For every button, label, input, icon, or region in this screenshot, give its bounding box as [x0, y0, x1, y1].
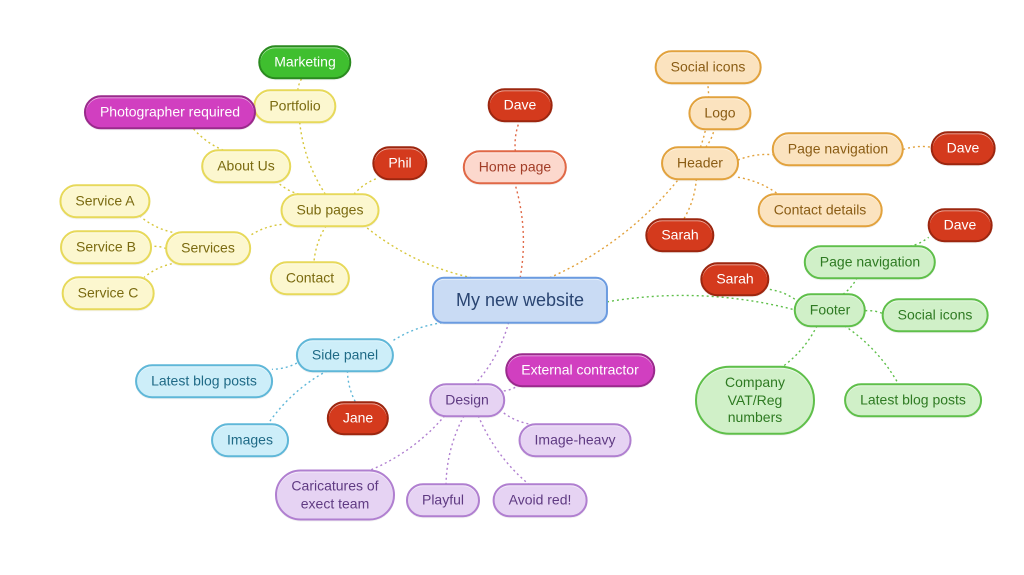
node-companyvat[interactable]: Company VAT/Reg numbers	[695, 366, 815, 435]
node-portfolio[interactable]: Portfolio	[253, 89, 336, 123]
node-dave1[interactable]: Dave	[488, 88, 553, 122]
node-homepage[interactable]: Home page	[463, 150, 567, 184]
node-imageheavy[interactable]: Image-heavy	[519, 423, 632, 457]
node-sidepanel[interactable]: Side panel	[296, 338, 394, 372]
edge-footer-sarah2	[769, 289, 795, 299]
edge-subpages-portfolio	[300, 122, 326, 195]
node-dave3[interactable]: Dave	[928, 208, 993, 242]
edge-header-pagenav1	[738, 154, 773, 160]
node-dave2[interactable]: Dave	[931, 131, 996, 165]
node-photoreq[interactable]: Photographer required	[84, 95, 256, 129]
edge-footer-companyvat	[783, 326, 818, 367]
node-jane[interactable]: Jane	[327, 401, 389, 435]
node-contact[interactable]: Contact	[270, 261, 350, 295]
edge-header-logo	[706, 129, 715, 148]
edge-root-design	[475, 322, 509, 384]
edge-services-servb	[151, 246, 166, 248]
node-servc[interactable]: Service C	[62, 276, 155, 310]
edge-header-contactdet	[738, 177, 778, 194]
edge-design-extcontract	[504, 386, 518, 391]
node-logo[interactable]: Logo	[688, 96, 751, 130]
node-aboutus[interactable]: About Us	[201, 149, 291, 183]
edge-root-subpages	[364, 226, 472, 278]
node-contactdet[interactable]: Contact details	[758, 193, 883, 227]
edge-header-sarah1	[684, 179, 697, 220]
node-extcontract[interactable]: External contractor	[505, 353, 655, 387]
edge-pagenav1-dave2	[903, 146, 931, 149]
node-marketing[interactable]: Marketing	[258, 45, 351, 79]
edge-subpages-phil	[354, 179, 376, 195]
node-footer[interactable]: Footer	[794, 293, 866, 327]
edge-services-servc	[144, 264, 172, 278]
node-serva[interactable]: Service A	[59, 184, 150, 218]
mindmap-stage: My new website Sub pages Portfolio Marketin…	[0, 0, 1024, 575]
node-pagenav1[interactable]: Page navigation	[772, 132, 904, 166]
node-pagenav2[interactable]: Page navigation	[804, 245, 936, 279]
node-subpages[interactable]: Sub pages	[281, 193, 380, 227]
node-servb[interactable]: Service B	[60, 230, 152, 264]
edge-design-imageheavy	[504, 413, 531, 424]
node-socialicons1[interactable]: Social icons	[655, 50, 762, 84]
edge-design-playful	[446, 416, 464, 485]
edge-aboutus-photoreq	[193, 128, 224, 151]
node-caricatures[interactable]: Caricatures of exect team	[275, 470, 395, 521]
edge-sidepanel-images	[268, 371, 328, 425]
edge-subpages-services	[250, 224, 282, 235]
node-avoidred[interactable]: Avoid red!	[493, 483, 588, 517]
node-playful[interactable]: Playful	[406, 483, 480, 517]
edge-footer-socialicons2	[865, 311, 882, 314]
node-design[interactable]: Design	[429, 383, 505, 417]
edge-root-footer	[607, 295, 795, 309]
node-phil[interactable]: Phil	[372, 146, 427, 180]
edge-footer-latestblog2	[844, 326, 898, 385]
node-socialicons2[interactable]: Social icons	[882, 298, 989, 332]
edge-subpages-contact	[314, 226, 326, 263]
edge-homepage-dave1	[515, 121, 520, 152]
node-services[interactable]: Services	[165, 231, 251, 265]
node-latestblog1[interactable]: Latest blog posts	[135, 364, 273, 398]
node-root[interactable]: My new website	[432, 277, 608, 324]
node-header[interactable]: Header	[661, 146, 739, 180]
edge-root-sidepanel	[393, 322, 447, 340]
edge-services-serva	[141, 217, 173, 233]
node-images[interactable]: Images	[211, 423, 289, 457]
node-latestblog2[interactable]: Latest blog posts	[844, 383, 982, 417]
edge-sidepanel-jane	[347, 371, 355, 403]
node-sarah2[interactable]: Sarah	[700, 262, 769, 296]
node-sarah1[interactable]: Sarah	[645, 218, 714, 252]
edge-root-homepage	[515, 183, 524, 278]
edge-footer-pagenav2	[843, 278, 857, 295]
edge-sidepanel-latestblog1	[272, 363, 297, 369]
